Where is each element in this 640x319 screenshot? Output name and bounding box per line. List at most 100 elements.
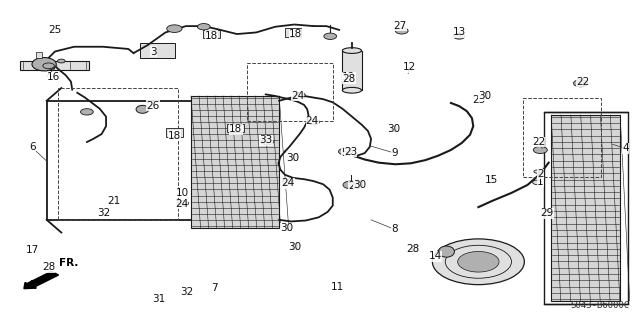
Bar — [483, 93, 487, 98]
Bar — [543, 113, 628, 304]
Circle shape — [81, 109, 93, 115]
Text: 30: 30 — [280, 223, 293, 233]
Text: 19: 19 — [342, 72, 355, 82]
Text: 1: 1 — [537, 177, 543, 187]
Bar — [292, 154, 297, 160]
Bar — [551, 115, 620, 301]
Text: 30: 30 — [287, 153, 300, 163]
Bar — [545, 209, 549, 215]
Circle shape — [343, 181, 358, 189]
Ellipse shape — [32, 57, 56, 71]
Text: 30: 30 — [288, 242, 301, 252]
Text: 33: 33 — [259, 136, 273, 145]
Text: 7: 7 — [211, 283, 218, 293]
Text: 12: 12 — [403, 63, 416, 72]
Circle shape — [167, 25, 182, 33]
Circle shape — [43, 63, 54, 69]
Text: 9: 9 — [392, 148, 398, 158]
Circle shape — [308, 119, 319, 125]
Text: 30: 30 — [387, 124, 400, 134]
Ellipse shape — [342, 48, 362, 53]
Text: 28: 28 — [42, 263, 55, 272]
Circle shape — [339, 148, 353, 155]
Bar — [285, 28, 301, 37]
Bar — [140, 43, 175, 58]
Text: 6: 6 — [29, 142, 36, 152]
Text: 14: 14 — [428, 251, 442, 261]
FancyArrow shape — [24, 271, 59, 289]
Circle shape — [262, 139, 273, 145]
Text: 2: 2 — [537, 169, 543, 179]
Bar — [191, 96, 279, 228]
Circle shape — [396, 28, 408, 34]
Text: 31: 31 — [152, 294, 166, 304]
Bar — [412, 245, 417, 251]
Text: 27: 27 — [393, 21, 406, 31]
Circle shape — [433, 239, 524, 285]
Text: 24: 24 — [175, 199, 188, 209]
Circle shape — [282, 179, 294, 185]
Bar — [58, 88, 178, 220]
Text: 29: 29 — [540, 209, 554, 219]
Text: 24: 24 — [306, 116, 319, 126]
Bar — [246, 63, 333, 122]
Text: 26: 26 — [146, 100, 159, 110]
Bar — [286, 224, 291, 230]
Bar — [166, 128, 182, 137]
Bar — [36, 51, 42, 58]
Bar — [227, 123, 244, 132]
Text: 10: 10 — [176, 188, 189, 198]
Text: 17: 17 — [26, 245, 39, 255]
Text: 5: 5 — [341, 148, 348, 158]
Circle shape — [197, 24, 210, 30]
Text: 4: 4 — [622, 143, 628, 153]
Text: 3: 3 — [150, 47, 157, 56]
Bar — [342, 50, 362, 90]
Bar — [391, 125, 396, 131]
Bar — [349, 76, 354, 81]
Text: 18: 18 — [205, 31, 218, 41]
Text: 23: 23 — [344, 146, 357, 157]
Circle shape — [534, 170, 540, 173]
Bar — [357, 181, 362, 186]
Circle shape — [533, 146, 547, 153]
Circle shape — [532, 180, 541, 185]
Text: 11: 11 — [332, 282, 344, 292]
Circle shape — [458, 251, 499, 272]
Circle shape — [58, 59, 65, 63]
Text: 18: 18 — [289, 29, 302, 39]
Text: 28: 28 — [406, 244, 419, 254]
Text: S043-B6000C: S043-B6000C — [571, 301, 630, 310]
Text: 18: 18 — [168, 131, 181, 141]
Text: 32: 32 — [180, 287, 194, 297]
Circle shape — [324, 33, 337, 40]
Circle shape — [177, 200, 188, 206]
Circle shape — [454, 33, 465, 39]
Text: 8: 8 — [392, 224, 398, 234]
Text: 28: 28 — [342, 73, 355, 84]
Bar — [20, 61, 89, 70]
Text: 23: 23 — [472, 95, 485, 105]
Circle shape — [294, 93, 305, 98]
Text: 25: 25 — [49, 25, 61, 35]
Text: FR.: FR. — [59, 258, 78, 269]
Text: 24: 24 — [282, 178, 294, 188]
Text: 13: 13 — [452, 27, 466, 37]
Bar — [203, 30, 220, 38]
Bar — [489, 175, 493, 182]
Text: 20: 20 — [349, 182, 362, 191]
Text: 30: 30 — [478, 91, 492, 101]
Text: 21: 21 — [108, 196, 121, 206]
Text: 24: 24 — [291, 91, 304, 101]
Text: 30: 30 — [353, 180, 366, 190]
Ellipse shape — [438, 246, 454, 257]
Text: 18: 18 — [229, 124, 243, 134]
Ellipse shape — [136, 105, 149, 113]
Text: 22: 22 — [577, 77, 589, 87]
Text: 32: 32 — [97, 209, 111, 219]
Text: 22: 22 — [532, 137, 545, 147]
Ellipse shape — [342, 87, 362, 93]
Circle shape — [573, 80, 588, 87]
Text: 15: 15 — [484, 175, 498, 185]
Bar — [292, 243, 297, 249]
